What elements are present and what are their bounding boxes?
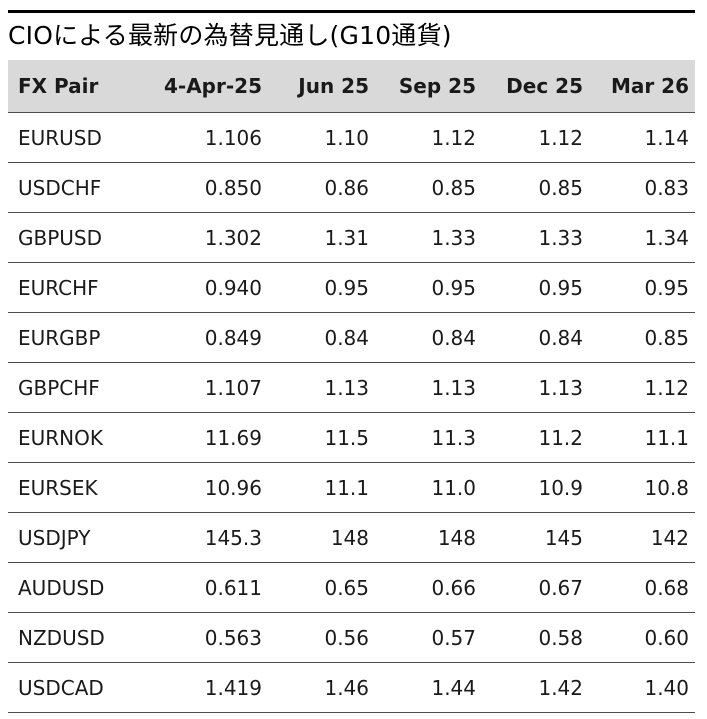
cell-sep-25: 0.95: [375, 262, 482, 313]
cell-sep-25: 0.66: [375, 562, 482, 613]
cell-spot: 11.69: [138, 412, 268, 463]
cell-dec-25: 0.95: [482, 262, 589, 313]
cell-jun-25: 1.46: [268, 662, 375, 713]
cell-pair: EURCHF: [8, 262, 138, 313]
table-row: EURCHF 0.940 0.95 0.95 0.95 0.95: [8, 262, 695, 313]
cell-jun-25: 0.84: [268, 312, 375, 363]
cell-pair: AUDUSD: [8, 562, 138, 613]
cell-mar-26: 1.14: [589, 112, 695, 163]
cell-sep-25: 0.85: [375, 162, 482, 213]
header-sep-25: Sep 25: [375, 60, 482, 113]
cell-sep-25: 11.0: [375, 462, 482, 513]
cell-jun-25: 1.31: [268, 212, 375, 263]
cell-mar-26: 0.85: [589, 312, 695, 363]
cell-dec-25: 145: [482, 512, 589, 563]
cell-spot: 1.107: [138, 362, 268, 413]
table-row: EURUSD 1.106 1.10 1.12 1.12 1.14: [8, 112, 695, 163]
cell-mar-26: 0.60: [589, 612, 695, 663]
cell-mar-26: 142: [589, 512, 695, 563]
table-row: EURGBP 0.849 0.84 0.84 0.84 0.85: [8, 312, 695, 363]
cell-mar-26: 10.8: [589, 462, 695, 513]
cell-mar-26: 0.83: [589, 162, 695, 213]
cell-spot: 0.611: [138, 562, 268, 613]
cell-spot: 1.419: [138, 662, 268, 713]
cell-pair: EURGBP: [8, 312, 138, 363]
cell-sep-25: 1.13: [375, 362, 482, 413]
table-row: GBPCHF 1.107 1.13 1.13 1.13 1.12: [8, 362, 695, 413]
cell-mar-26: 0.95: [589, 262, 695, 313]
header-dec-25: Dec 25: [482, 60, 589, 113]
cell-sep-25: 148: [375, 512, 482, 563]
table-row: NZDUSD 0.563 0.56 0.57 0.58 0.60: [8, 612, 695, 663]
cell-jun-25: 0.65: [268, 562, 375, 613]
cell-spot: 10.96: [138, 462, 268, 513]
table-row: USDCHF 0.850 0.86 0.85 0.85 0.83: [8, 162, 695, 213]
cell-jun-25: 0.95: [268, 262, 375, 313]
cell-jun-25: 11.1: [268, 462, 375, 513]
cell-jun-25: 148: [268, 512, 375, 563]
cell-dec-25: 1.33: [482, 212, 589, 263]
cell-mar-26: 1.40: [589, 662, 695, 713]
cell-sep-25: 0.57: [375, 612, 482, 663]
cell-jun-25: 11.5: [268, 412, 375, 463]
cell-pair: USDCHF: [8, 162, 138, 213]
header-fx-pair: FX Pair: [8, 60, 138, 113]
cell-pair: EURUSD: [8, 112, 138, 163]
table-body: EURUSD 1.106 1.10 1.12 1.12 1.14 USDCHF 0.850 0.…: [8, 112, 695, 713]
fx-forecast-table: FX Pair 4-Apr-25 Jun 25 Sep 25 Dec 25 Ma…: [8, 60, 695, 713]
cell-spot: 0.849: [138, 312, 268, 363]
cell-spot: 0.563: [138, 612, 268, 663]
cell-sep-25: 1.44: [375, 662, 482, 713]
cell-jun-25: 0.56: [268, 612, 375, 663]
table-row: EURSEK 10.96 11.1 11.0 10.9 10.8: [8, 462, 695, 513]
cell-dec-25: 1.12: [482, 112, 589, 163]
cell-spot: 0.850: [138, 162, 268, 213]
cell-sep-25: 1.12: [375, 112, 482, 163]
cell-jun-25: 1.10: [268, 112, 375, 163]
cell-dec-25: 10.9: [482, 462, 589, 513]
cell-pair: EURSEK: [8, 462, 138, 513]
cell-dec-25: 0.67: [482, 562, 589, 613]
cell-dec-25: 0.58: [482, 612, 589, 663]
title-top-rule: [8, 10, 695, 13]
cell-pair: NZDUSD: [8, 612, 138, 663]
table-row: USDJPY 145.3 148 148 145 142: [8, 512, 695, 563]
cell-pair: GBPUSD: [8, 212, 138, 263]
cell-spot: 145.3: [138, 512, 268, 563]
cell-jun-25: 0.86: [268, 162, 375, 213]
table-row: EURNOK 11.69 11.5 11.3 11.2 11.1: [8, 412, 695, 463]
cell-pair: USDJPY: [8, 512, 138, 563]
cell-spot: 1.106: [138, 112, 268, 163]
cell-dec-25: 11.2: [482, 412, 589, 463]
cell-jun-25: 1.13: [268, 362, 375, 413]
cell-dec-25: 0.85: [482, 162, 589, 213]
table-row: GBPUSD 1.302 1.31 1.33 1.33 1.34: [8, 212, 695, 263]
cell-dec-25: 0.84: [482, 312, 589, 363]
cell-spot: 0.940: [138, 262, 268, 313]
header-mar-26: Mar 26: [589, 60, 695, 113]
cell-pair: EURNOK: [8, 412, 138, 463]
cell-sep-25: 1.33: [375, 212, 482, 263]
cell-dec-25: 1.42: [482, 662, 589, 713]
cell-sep-25: 11.3: [375, 412, 482, 463]
cell-mar-26: 0.68: [589, 562, 695, 613]
table-row: AUDUSD 0.611 0.65 0.66 0.67 0.68: [8, 562, 695, 613]
cell-spot: 1.302: [138, 212, 268, 263]
cell-pair: USDCAD: [8, 662, 138, 713]
cell-dec-25: 1.13: [482, 362, 589, 413]
cell-pair: GBPCHF: [8, 362, 138, 413]
cell-mar-26: 1.12: [589, 362, 695, 413]
header-spot-date: 4-Apr-25: [138, 60, 268, 113]
cell-sep-25: 0.84: [375, 312, 482, 363]
header-jun-25: Jun 25: [268, 60, 375, 113]
table-header-row: FX Pair 4-Apr-25 Jun 25 Sep 25 Dec 25 Ma…: [8, 60, 695, 113]
table-row: USDCAD 1.419 1.46 1.44 1.42 1.40: [8, 662, 695, 713]
page-title: CIOによる最新の為替見通し(G10通貨): [8, 21, 452, 50]
cell-mar-26: 1.34: [589, 212, 695, 263]
cell-mar-26: 11.1: [589, 412, 695, 463]
